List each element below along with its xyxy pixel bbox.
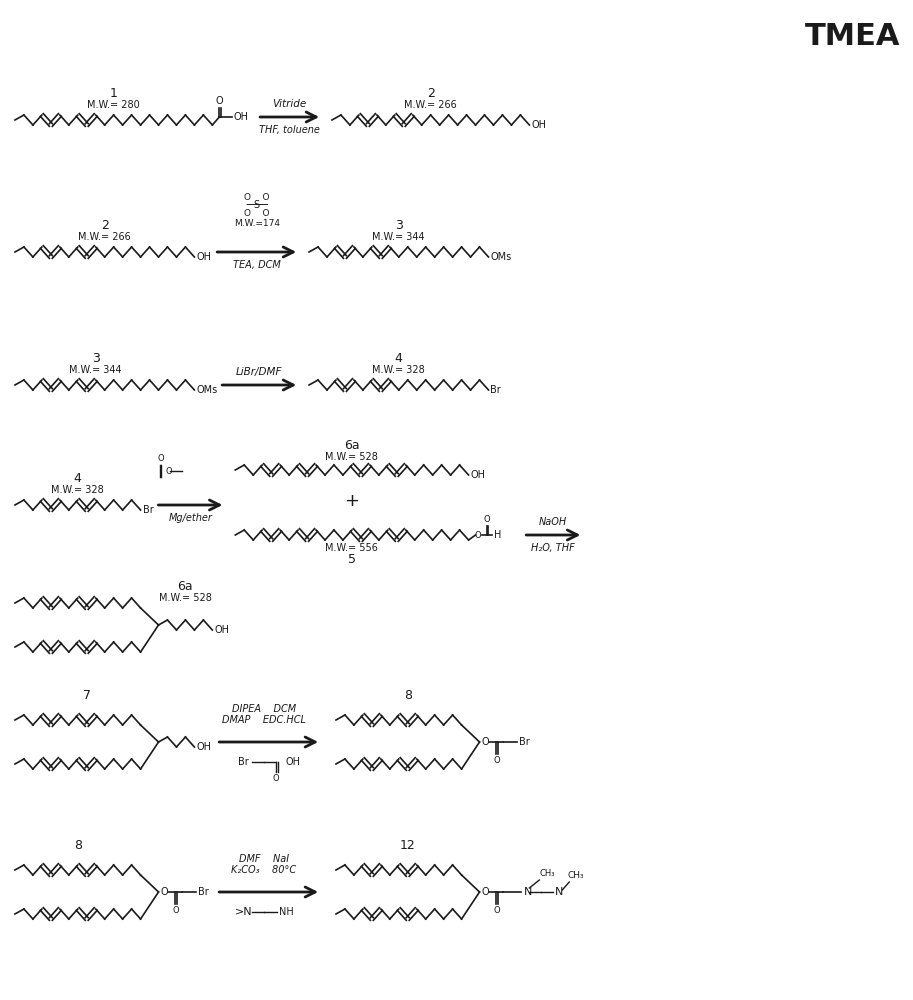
Text: 2: 2 xyxy=(100,219,109,232)
Text: M.W.= 328: M.W.= 328 xyxy=(373,365,425,375)
Text: 2: 2 xyxy=(426,87,435,100)
Text: M.W.= 528: M.W.= 528 xyxy=(159,593,212,603)
Text: Br: Br xyxy=(519,737,530,747)
Text: 12: 12 xyxy=(400,839,415,852)
Text: O    O: O O xyxy=(244,192,269,202)
Text: O: O xyxy=(481,737,489,747)
Text: M.W.= 266: M.W.= 266 xyxy=(404,100,457,110)
Text: OH: OH xyxy=(234,112,248,122)
Text: DMAP    EDC.HCL: DMAP EDC.HCL xyxy=(222,715,306,725)
Text: NaOH: NaOH xyxy=(540,517,567,527)
Text: O: O xyxy=(161,887,168,897)
Text: TMEA: TMEA xyxy=(804,22,900,51)
Text: 4: 4 xyxy=(394,352,403,365)
Text: 5: 5 xyxy=(348,553,356,566)
Text: 8: 8 xyxy=(404,689,412,702)
Text: DMF    NaI: DMF NaI xyxy=(238,854,289,864)
Text: OMs: OMs xyxy=(490,252,512,262)
Text: M.W.= 328: M.W.= 328 xyxy=(51,485,104,495)
Text: LiBr/DMF: LiBr/DMF xyxy=(236,367,282,377)
Text: Br: Br xyxy=(490,385,501,395)
Text: O: O xyxy=(157,454,163,463)
Text: CH₃: CH₃ xyxy=(540,869,555,878)
Text: 3: 3 xyxy=(394,219,403,232)
Text: OH: OH xyxy=(286,757,300,767)
Text: M.W.= 344: M.W.= 344 xyxy=(373,232,425,242)
Text: Br: Br xyxy=(238,757,249,767)
Text: S: S xyxy=(254,200,260,210)
Text: 4: 4 xyxy=(74,472,81,485)
Text: TEA, DCM: TEA, DCM xyxy=(233,260,280,270)
Text: O: O xyxy=(165,466,173,476)
Text: M.W.= 344: M.W.= 344 xyxy=(69,365,122,375)
Text: —: — xyxy=(246,198,258,212)
Text: DIPEA    DCM: DIPEA DCM xyxy=(232,704,296,714)
Text: M.W.= 266: M.W.= 266 xyxy=(79,232,131,242)
Text: O: O xyxy=(481,887,489,897)
Text: Vitride: Vitride xyxy=(272,99,307,109)
Text: Mg/ether: Mg/ether xyxy=(169,513,213,523)
Text: O: O xyxy=(493,756,499,765)
Text: CH₃: CH₃ xyxy=(567,871,584,880)
Text: NH: NH xyxy=(278,907,293,917)
Text: M.W.= 528: M.W.= 528 xyxy=(325,452,378,462)
Text: OH: OH xyxy=(196,742,212,752)
Text: O: O xyxy=(493,906,499,915)
Text: O: O xyxy=(474,530,481,540)
Text: OH: OH xyxy=(215,625,229,635)
Text: 7: 7 xyxy=(83,689,90,702)
Text: —: — xyxy=(256,198,268,212)
Text: H: H xyxy=(495,530,502,540)
Text: K₂CO₃    80°C: K₂CO₃ 80°C xyxy=(231,865,296,875)
Text: O: O xyxy=(215,96,223,106)
Text: THF, toluene: THF, toluene xyxy=(259,125,320,135)
Text: >N: >N xyxy=(235,907,253,917)
Text: N: N xyxy=(555,887,563,897)
Text: 1: 1 xyxy=(110,87,118,100)
Text: OH: OH xyxy=(196,252,212,262)
Text: O: O xyxy=(483,515,489,524)
Text: O    O: O O xyxy=(244,209,269,218)
Text: OH: OH xyxy=(470,470,486,480)
Text: Br: Br xyxy=(142,505,153,515)
Text: M.W.= 556: M.W.= 556 xyxy=(325,543,378,553)
Text: Br: Br xyxy=(198,887,209,897)
Text: +: + xyxy=(344,491,360,510)
Text: H₂O, THF: H₂O, THF xyxy=(531,543,575,553)
Text: 3: 3 xyxy=(92,352,100,365)
Text: 8: 8 xyxy=(74,839,82,852)
Text: O: O xyxy=(173,906,179,915)
Text: O: O xyxy=(272,774,279,783)
Text: 6a: 6a xyxy=(344,439,360,452)
Text: 6a: 6a xyxy=(178,580,194,593)
Text: M.W.= 280: M.W.= 280 xyxy=(88,100,140,110)
Text: OH: OH xyxy=(531,120,546,130)
Text: N: N xyxy=(523,887,531,897)
Text: M.W.=174: M.W.=174 xyxy=(234,219,279,228)
Text: OMs: OMs xyxy=(196,385,217,395)
